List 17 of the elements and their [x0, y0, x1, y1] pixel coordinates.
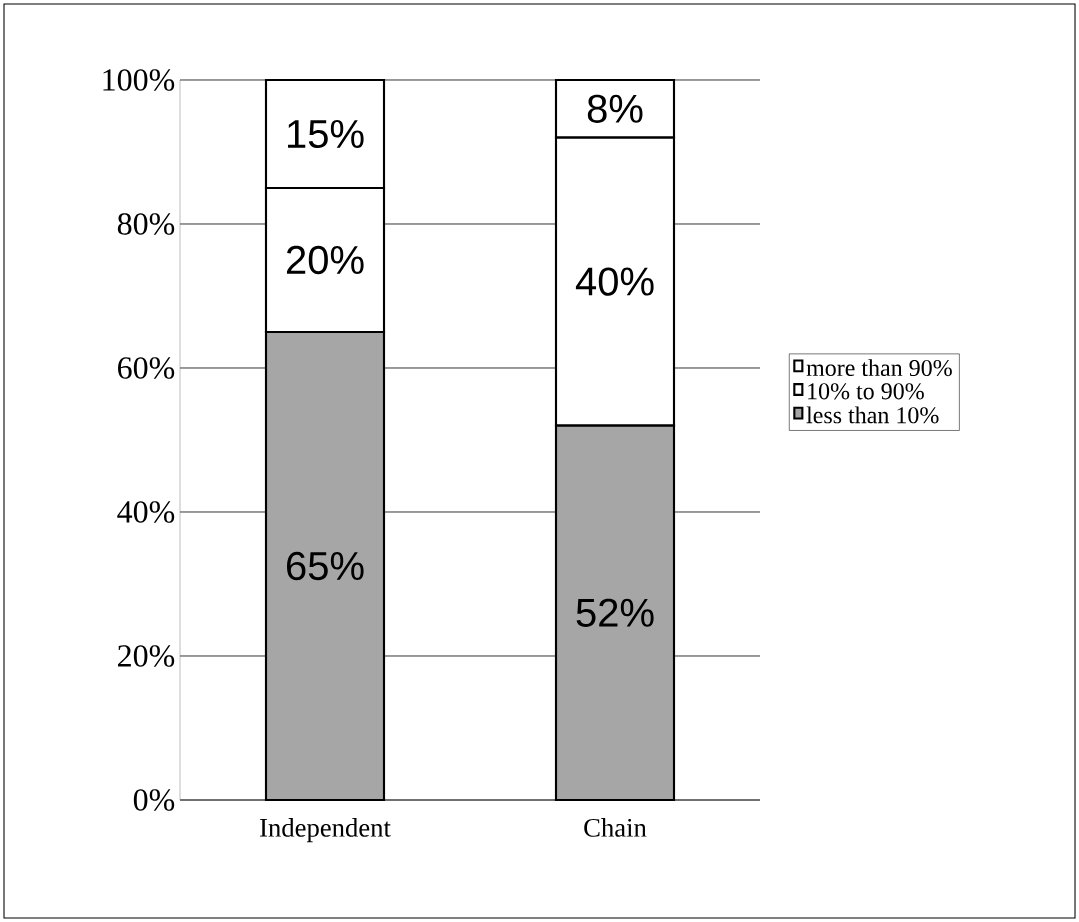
x-tick-label: Chain	[584, 818, 647, 837]
data-label: 15%	[288, 119, 364, 149]
data-label: 8%	[587, 94, 643, 123]
x-tick-label: Independent	[260, 818, 391, 843]
y-tick-label: 0%	[133, 789, 175, 811]
data-label: 52%	[576, 598, 654, 627]
data-label: 20%	[286, 245, 364, 275]
y-tick-label: 20%	[118, 645, 175, 667]
y-tick-label: 40%	[117, 501, 175, 523]
legend-label: less than 10%	[806, 406, 939, 424]
data-label: 65%	[287, 551, 364, 581]
y-tick-label: 100%	[103, 69, 175, 91]
data-label: 40%	[575, 267, 654, 296]
y-tick-label: 60%	[118, 357, 175, 379]
y-tick-label: 80%	[117, 213, 175, 235]
legend-label: 10% to 90%	[808, 383, 924, 400]
legend-label: more than 90%	[806, 359, 952, 377]
